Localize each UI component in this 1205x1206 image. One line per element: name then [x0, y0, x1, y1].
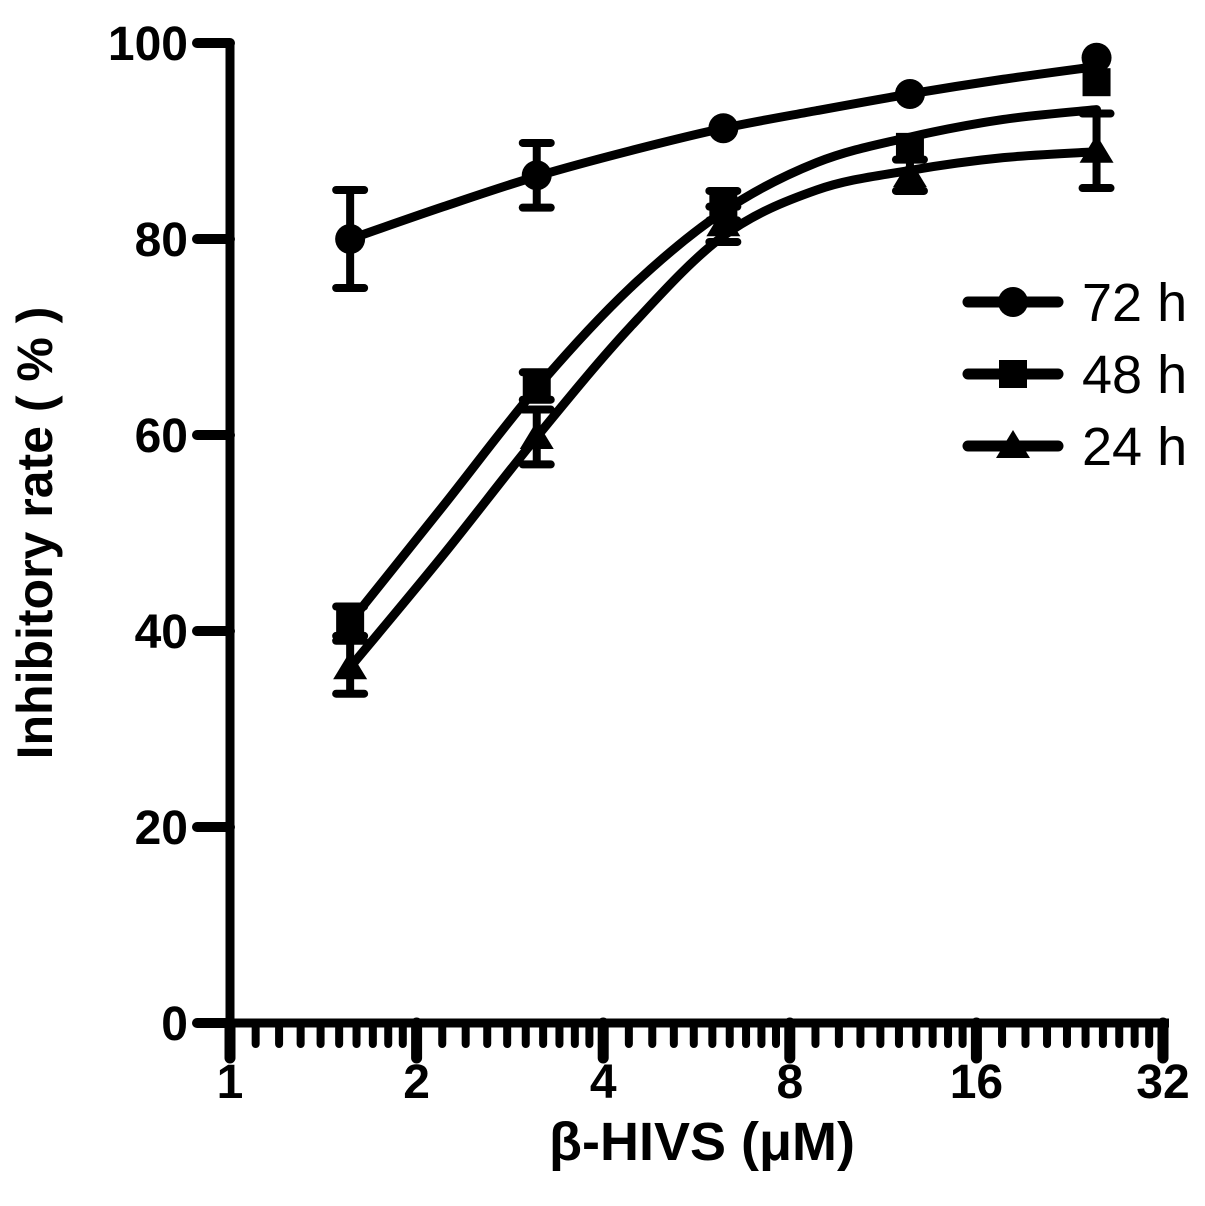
legend-item: 48 h — [962, 345, 1187, 405]
triangle-marker — [892, 159, 927, 188]
triangle-marker — [519, 420, 554, 449]
legend-item: 72 h — [962, 273, 1187, 333]
x-axis-title: β-HIVS (μM) — [549, 1112, 855, 1172]
y-tick-label: 0 — [161, 998, 188, 1051]
fitted-curves — [345, 62, 1102, 672]
triangle-marker — [706, 208, 741, 237]
x-tick-label: 32 — [1136, 1056, 1189, 1109]
legend-label: 24 h — [1082, 417, 1187, 477]
x-tick-label: 16 — [950, 1056, 1003, 1109]
legend-square-icon — [999, 360, 1027, 388]
x-tick-label: 8 — [776, 1056, 803, 1109]
legend-label: 48 h — [1082, 345, 1187, 405]
y-axis-title: Inhibitory rate ( % ) — [7, 307, 63, 760]
circle-marker — [1081, 42, 1112, 73]
square-marker — [522, 372, 551, 400]
y-tick-label: 60 — [135, 410, 188, 463]
axes: 0 20 40 60 80 100 1 2 4 8 16 32 — [108, 18, 1190, 1109]
y-axis-ticks — [192, 38, 235, 1028]
data-point-markers — [333, 42, 1114, 680]
x-tick-label: 4 — [590, 1056, 617, 1109]
y-tick-label: 20 — [135, 802, 188, 855]
circle-marker — [894, 78, 925, 109]
x-tick-label: 1 — [217, 1056, 244, 1109]
legend-item: 24 h — [962, 417, 1187, 477]
circle-marker — [335, 224, 366, 254]
y-tick-label: 100 — [108, 18, 188, 71]
triangle-marker — [333, 651, 368, 680]
square-marker — [895, 132, 924, 161]
legend-triangle-icon — [996, 430, 1030, 458]
x-axis-tick-labels: 1 2 4 8 16 32 — [217, 1056, 1190, 1109]
square-marker — [1082, 68, 1111, 97]
legend-circle-icon — [998, 287, 1028, 317]
circle-marker — [521, 160, 552, 191]
x-axis-ticks — [224, 1017, 1169, 1064]
square-marker — [336, 607, 365, 636]
x-tick-label: 2 — [403, 1056, 430, 1109]
circle-marker — [708, 113, 739, 144]
y-tick-label: 80 — [135, 214, 188, 267]
fit-curve-triangle — [345, 147, 1102, 672]
triangle-marker — [1079, 134, 1114, 163]
fit-curve-square — [345, 105, 1102, 627]
y-tick-label: 40 — [135, 606, 188, 659]
y-axis-tick-labels: 0 20 40 60 80 100 — [108, 18, 188, 1051]
legend-label: 72 h — [1082, 273, 1187, 333]
legend: 72 h 48 h 24 h — [962, 273, 1187, 477]
